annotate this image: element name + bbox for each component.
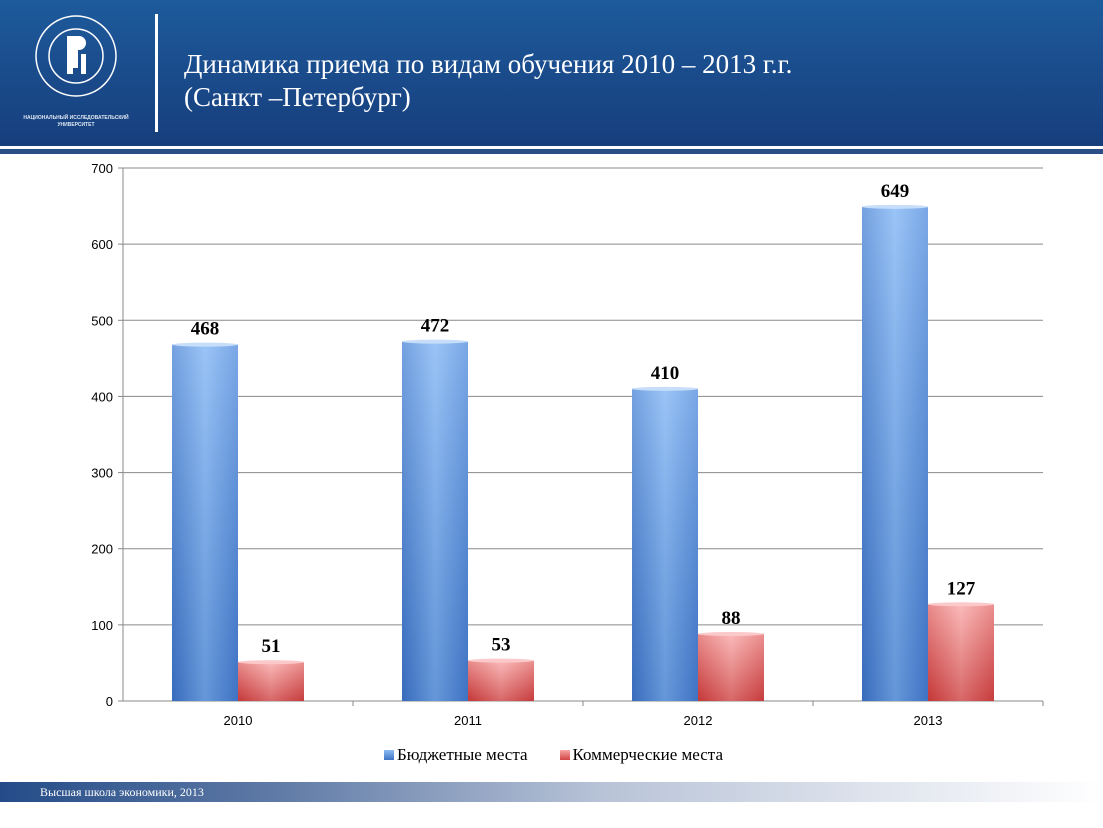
bar-top (632, 386, 698, 391)
footer-bar: Высшая школа экономики, 2013 (0, 782, 1103, 802)
y-tick-label: 200 (91, 542, 113, 557)
x-tick-label: 2010 (224, 713, 253, 728)
bar-chart: 0 100 200 300 400 500 600 700 2010 468 51 2011 472 53… (91, 161, 1044, 728)
logo-caption: НАЦИОНАЛЬНЫЙ ИССЛЕДОВАТЕЛЬСКИЙ УНИВЕРСИТЕ… (14, 115, 138, 129)
y-tick-label: 700 (91, 161, 113, 176)
footer-text: Высшая школа экономики, 2013 (40, 785, 204, 799)
legend-item-commercial: Коммерческие места (559, 745, 723, 765)
legend-label: Коммерческие места (572, 745, 723, 764)
bar-shading (402, 341, 468, 701)
hse-logo-icon (35, 15, 117, 97)
y-tick-label: 300 (91, 466, 113, 481)
data-label: 53 (492, 635, 511, 656)
bar-top (238, 660, 304, 665)
data-label: 468 (191, 319, 220, 340)
data-label: 88 (722, 608, 741, 629)
x-tick-label: 2013 (914, 713, 943, 728)
bar-top (402, 339, 468, 344)
bar-shading (862, 206, 928, 701)
data-label: 127 (947, 578, 976, 599)
y-tick-label: 500 (91, 313, 113, 328)
bar-shading (928, 604, 994, 701)
legend-swatch-red (559, 750, 570, 760)
legend-swatch-blue (384, 750, 394, 760)
bar-shading (468, 660, 534, 701)
bar-top (468, 658, 534, 663)
legend-label: Бюджетные места (397, 745, 528, 764)
y-tick-label: 100 (91, 618, 113, 633)
data-label: 472 (421, 316, 450, 337)
title-line2: (Санкт –Петербург) (184, 82, 411, 112)
y-tick-label: 400 (91, 389, 113, 404)
page-title: Динамика приема по видам обучения 2010 –… (184, 48, 792, 114)
bar-top (928, 602, 994, 607)
chart-legend: Бюджетные места Коммерческие места (384, 745, 723, 765)
bar-top (862, 204, 928, 209)
x-tick-label: 2011 (454, 713, 482, 728)
data-label: 410 (651, 363, 680, 384)
bar-shading (238, 662, 304, 701)
bar-top (698, 631, 764, 636)
header-divider-dark (0, 149, 1103, 154)
bar-shading (632, 388, 698, 701)
header-separator (155, 14, 158, 132)
logo-caption-line2: УНИВЕРСИТЕТ (57, 122, 95, 128)
legend-item-budget: Бюджетные места (384, 745, 528, 765)
bar-shading (172, 344, 238, 701)
header-banner (0, 0, 1103, 146)
y-tick-label: 600 (91, 237, 113, 252)
header-divider (0, 146, 1103, 149)
data-label: 51 (262, 636, 281, 657)
bar-top (172, 342, 238, 347)
bar-shading (698, 633, 764, 701)
y-tick-label: 0 (106, 694, 113, 709)
data-label: 649 (881, 181, 910, 202)
logo-caption-line1: НАЦИОНАЛЬНЫЙ ИССЛЕДОВАТЕЛЬСКИЙ (23, 115, 129, 121)
x-tick-label: 2012 (684, 713, 713, 728)
title-line1: Динамика приема по видам обучения 2010 –… (184, 49, 793, 79)
